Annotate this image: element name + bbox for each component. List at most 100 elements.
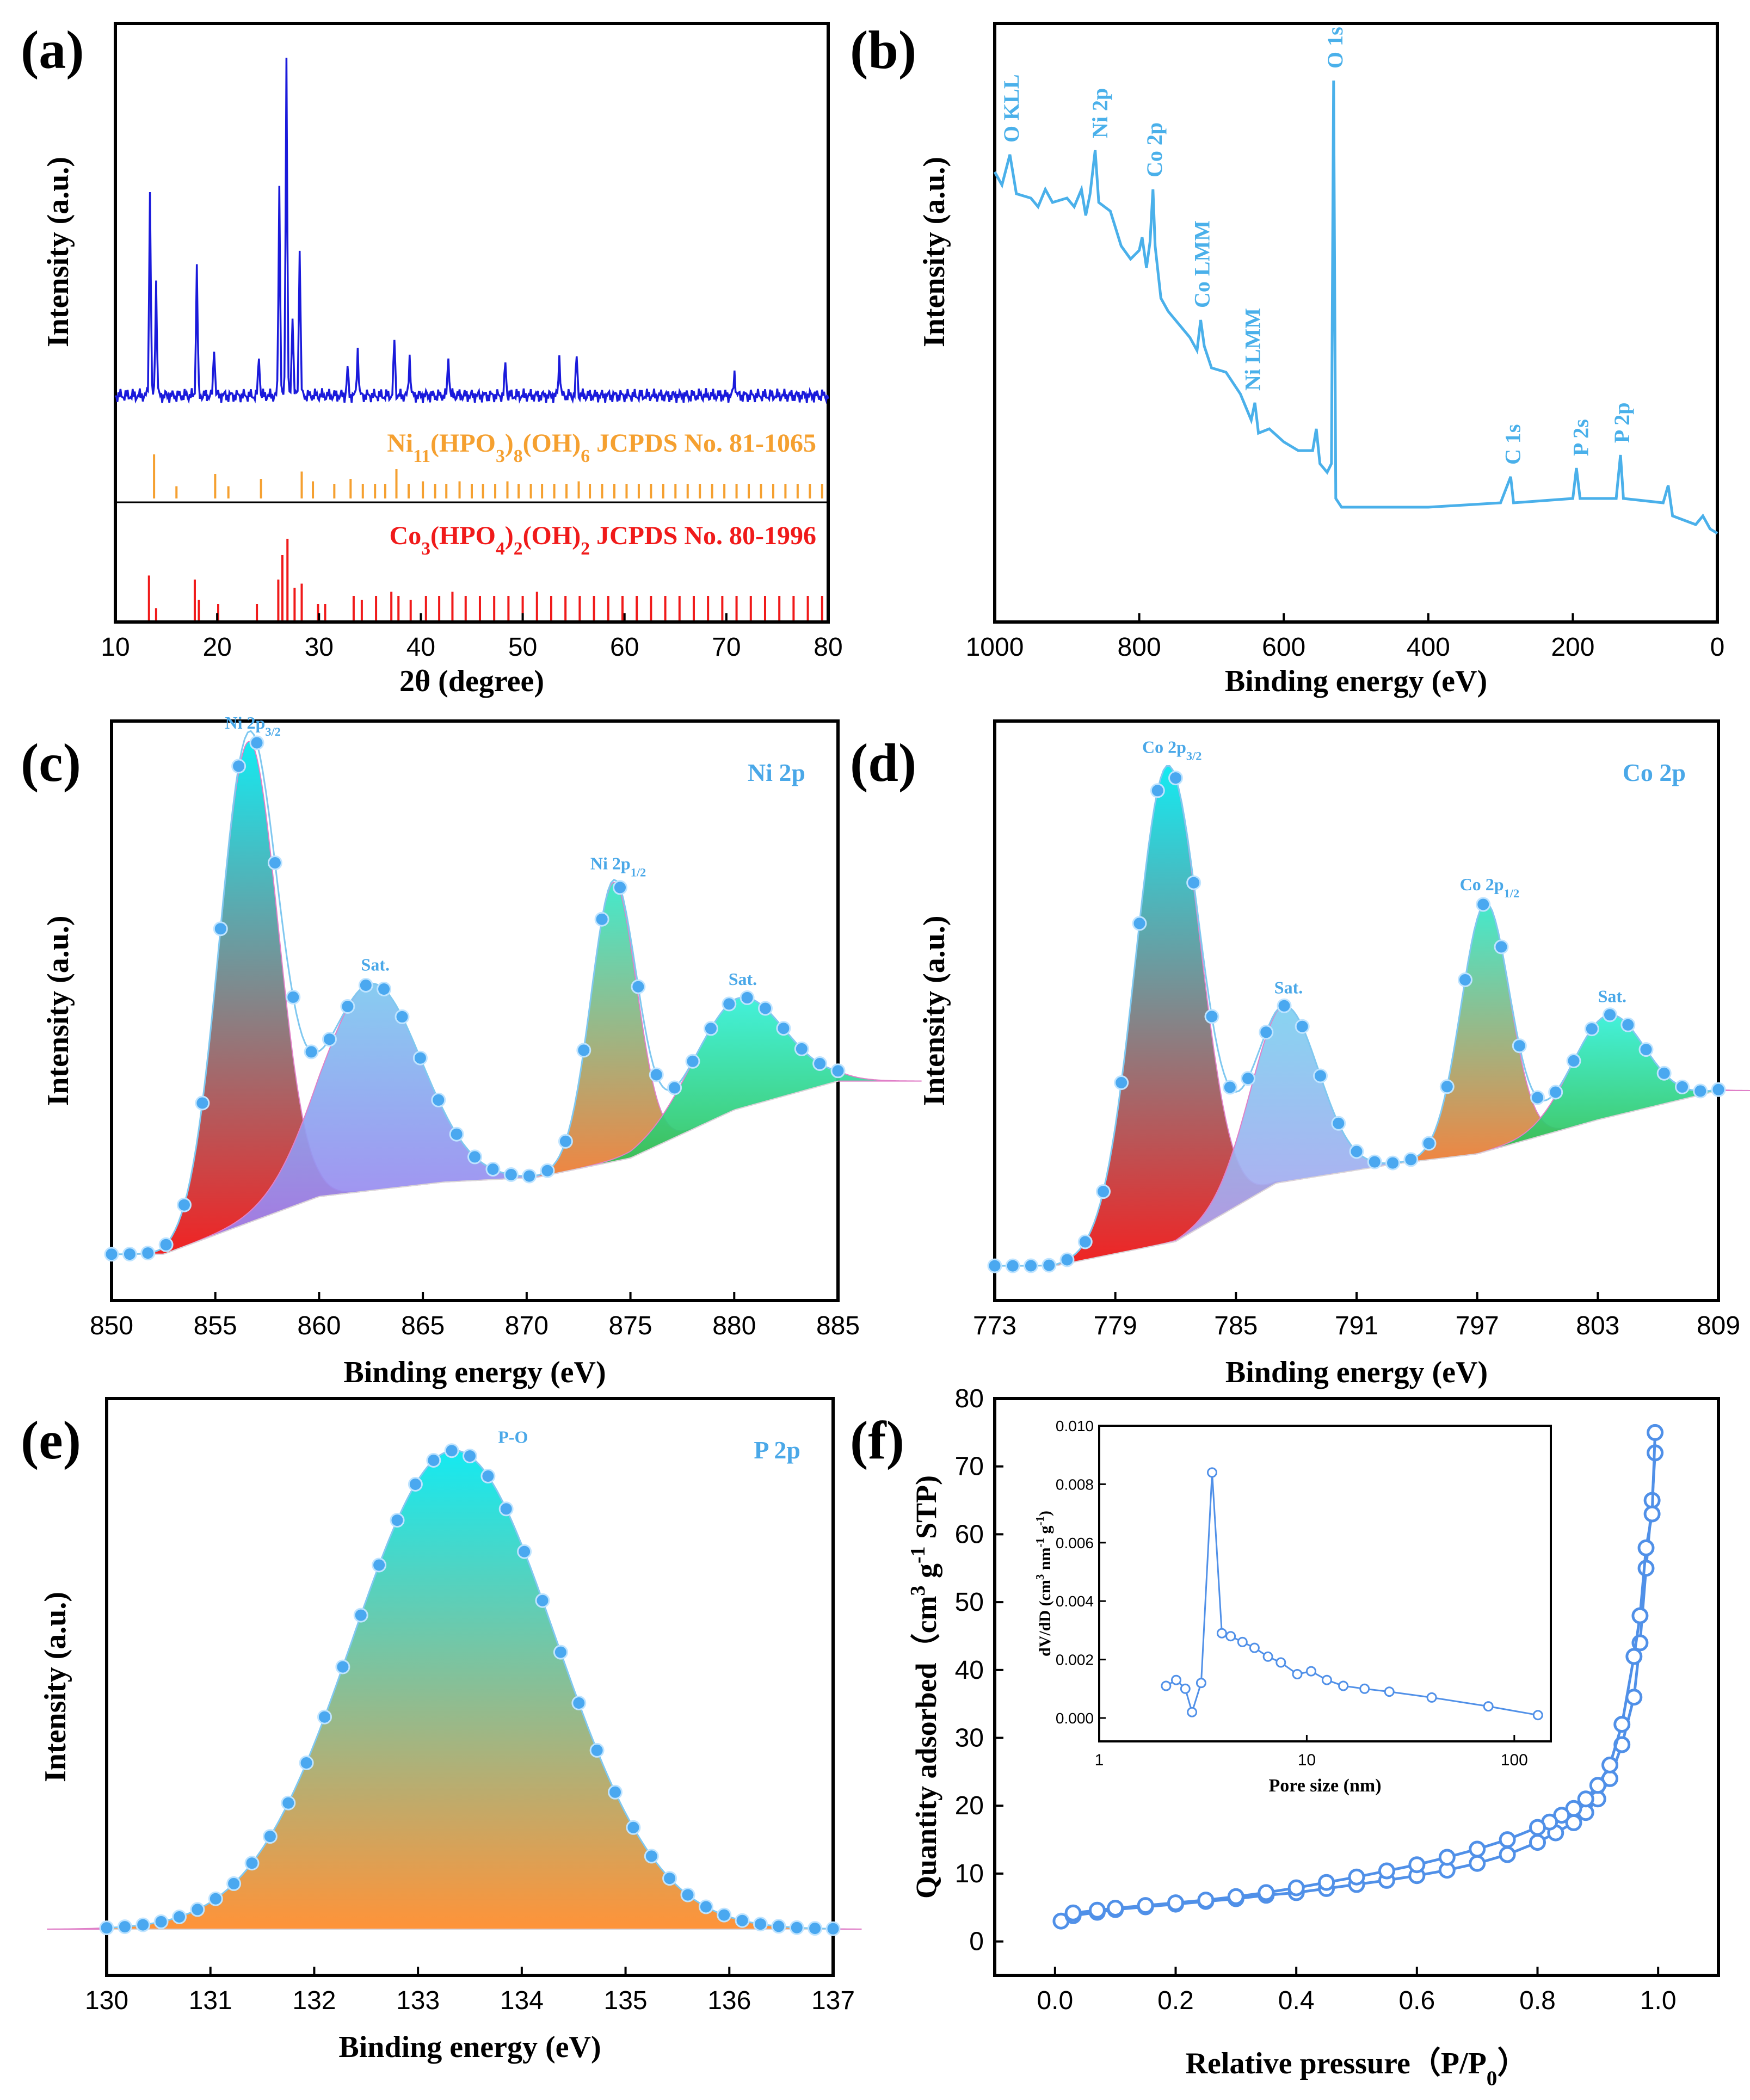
panel-label: (a) <box>21 20 84 80</box>
isotherm-point <box>1499 1846 1516 1863</box>
data-point <box>444 1443 459 1458</box>
data-point <box>249 735 264 750</box>
component-label-part: Co 2p <box>1142 737 1186 757</box>
data-point <box>1096 1184 1111 1199</box>
data-point <box>372 1557 387 1573</box>
isotherm-point <box>1227 1888 1244 1905</box>
y-tick-label: 0 <box>969 1927 984 1956</box>
data-point <box>1313 1068 1328 1083</box>
data-point <box>540 1163 555 1178</box>
inset-point <box>1249 1642 1260 1653</box>
y-axis-title: Quantity adsorbed（cm3 g-1 STP) <box>907 1475 942 1899</box>
isotherm-point <box>1589 1777 1606 1794</box>
isotherm-point <box>1529 1834 1546 1851</box>
panel-label: (d) <box>850 732 916 793</box>
y-tick-label: 80 <box>955 1384 984 1413</box>
data-point <box>322 1032 337 1047</box>
y-axis-title-part: STP) <box>910 1475 942 1547</box>
reference-label-part: ) <box>505 521 514 550</box>
data-point <box>698 1899 713 1914</box>
reference-label: Ni11(HPO3)8(OH)6 JCPDS No. 81-1065 <box>387 429 816 466</box>
isotherm-point <box>1643 1505 1661 1523</box>
panel-c-tick-label: 850 <box>90 1311 133 1340</box>
panel-c-tick-label: 880 <box>712 1311 756 1340</box>
panel-label: (f) <box>850 1410 904 1470</box>
isotherm-point <box>1577 1790 1594 1808</box>
data-point <box>808 1921 823 1936</box>
panel-d-tick-label: 773 <box>973 1311 1016 1340</box>
data-point <box>1548 1085 1563 1100</box>
inset-x-tick-label: 1 <box>1095 1751 1104 1769</box>
inset-point <box>1426 1692 1437 1703</box>
data-point <box>208 1891 223 1906</box>
data-point <box>1186 875 1201 890</box>
data-point <box>1132 916 1147 931</box>
inset-point <box>1338 1680 1349 1691</box>
inset-y-axis-title-part: dV/dD (cm <box>1036 1580 1054 1656</box>
panel-e-tick-label: 137 <box>811 1986 855 2015</box>
background-line <box>112 1080 839 1255</box>
data-point <box>426 1453 441 1468</box>
data-point <box>631 979 646 994</box>
data-point <box>685 1054 700 1069</box>
panel-a-tick-label: 70 <box>712 633 741 662</box>
background-line <box>995 1090 1719 1267</box>
survey-curve <box>993 80 1718 535</box>
data-point <box>195 1095 210 1111</box>
component-label-part: 1/2 <box>631 865 646 879</box>
data-point <box>535 1593 550 1608</box>
component-label-part: 3/2 <box>265 724 281 738</box>
peak-annotation: O 1s <box>1323 27 1347 69</box>
isotherm-point <box>1601 1756 1618 1773</box>
isotherm-point <box>1107 1900 1124 1917</box>
data-point <box>1005 1258 1020 1273</box>
data-point <box>812 1056 828 1071</box>
isotherm-point <box>1137 1897 1154 1914</box>
reference-label-part: (HPO <box>430 521 496 550</box>
inset-point <box>1359 1683 1370 1694</box>
data-point <box>608 1784 623 1800</box>
component-label: Sat. <box>729 969 757 989</box>
data-point <box>1530 1090 1545 1105</box>
reference-label-part: 3 <box>421 539 430 559</box>
data-point <box>1458 972 1472 987</box>
data-point <box>830 1063 846 1079</box>
panel-c-frame <box>110 719 840 1302</box>
panel-a-frame <box>114 22 830 624</box>
panel-f-tick-label: 0.0 <box>1037 1986 1073 2015</box>
x-axis-title: Binding energy (eV) <box>343 1356 606 1389</box>
data-point <box>117 1919 132 1935</box>
inset-point <box>1275 1657 1286 1668</box>
data-point <box>1331 1116 1346 1131</box>
x-axis-title-part: Relative pressure（P/P <box>1186 2046 1487 2080</box>
data-point <box>1476 897 1491 912</box>
reference-label-part: 11 <box>413 446 430 466</box>
data-point <box>680 1887 695 1902</box>
data-point <box>1259 1025 1274 1040</box>
panel-d-tick-label: 791 <box>1335 1311 1378 1340</box>
peak-annotation: Ni LMM <box>1240 308 1265 391</box>
y-axis-title-part: 3 <box>907 1586 929 1596</box>
panel-label: (e) <box>21 1410 81 1470</box>
panel-f-tick-label: 0.8 <box>1519 1986 1556 2015</box>
isotherm-point <box>1565 1800 1582 1817</box>
data-point <box>262 1829 278 1844</box>
reference-label-part: 6 <box>581 446 590 466</box>
inset-y-axis-title-part: 3 <box>1033 1574 1046 1580</box>
component-label: Co 2p1/2 <box>1460 875 1520 900</box>
data-point <box>498 1501 514 1517</box>
data-point <box>613 880 627 895</box>
peak-annotation: Co LMM <box>1190 220 1214 308</box>
isotherm-point <box>1197 1892 1215 1909</box>
reference-label-part: (OH) <box>523 429 581 458</box>
peak-annotation: Co 2p <box>1142 122 1167 177</box>
panel-b-tick-label: 200 <box>1551 633 1594 662</box>
data-point <box>1277 998 1292 1013</box>
x-axis-title: 2θ (degree) <box>399 664 544 698</box>
data-point <box>1024 1258 1038 1273</box>
data-point <box>649 1067 664 1082</box>
panel-title: P 2p <box>754 1436 800 1464</box>
peak-annotation: Ni 2p <box>1088 88 1112 138</box>
inset-point <box>1161 1680 1172 1691</box>
